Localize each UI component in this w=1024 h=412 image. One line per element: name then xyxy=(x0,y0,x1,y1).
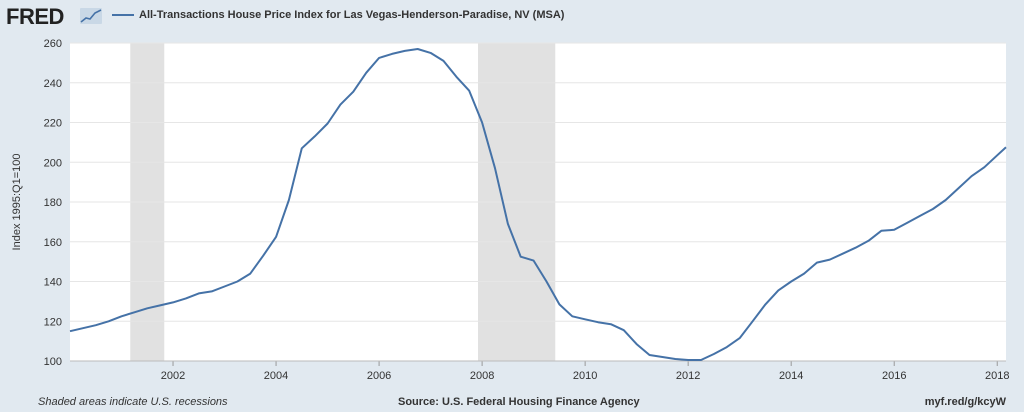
x-tick-label-2014: 2014 xyxy=(779,370,803,382)
x-tick-label-2010: 2010 xyxy=(573,370,597,382)
x-tick-label-2004: 2004 xyxy=(264,370,288,382)
x-tick-label-2016: 2016 xyxy=(882,370,906,382)
y-tick-label-260: 260 xyxy=(44,38,62,50)
chart-legend: All-Transactions House Price Index for L… xyxy=(112,9,564,21)
fred-logo-graph-icon xyxy=(80,8,102,24)
y-axis-label: Index 1995:Q1=100 xyxy=(11,154,23,251)
x-tick-label-2002: 2002 xyxy=(161,370,185,382)
y-tick-label-220: 220 xyxy=(44,118,62,130)
source-credit: Source: U.S. Federal Housing Finance Age… xyxy=(398,396,640,408)
x-tick-label-2018: 2018 xyxy=(985,370,1009,382)
x-tick-label-2012: 2012 xyxy=(676,370,700,382)
chart-footer: Shaded areas indicate U.S. recessions So… xyxy=(0,394,1024,412)
y-tick-label-240: 240 xyxy=(44,78,62,90)
y-tick-label-200: 200 xyxy=(44,157,62,169)
x-tick-label-2006: 2006 xyxy=(367,370,391,382)
fred-logo[interactable]: FRED xyxy=(6,4,64,29)
y-tick-label-140: 140 xyxy=(44,277,62,289)
legend-line-swatch xyxy=(112,14,134,16)
y-tick-label-100: 100 xyxy=(44,356,62,368)
series-line-0 xyxy=(69,48,1007,361)
y-tick-label-160: 160 xyxy=(44,237,62,249)
legend-series-label: All-Transactions House Price Index for L… xyxy=(139,9,565,21)
line-chart[interactable]: 100 120 140 160 180 200 220 240 260 2002 2004 2006 2… xyxy=(0,0,1024,394)
y-tick-label-120: 120 xyxy=(44,316,62,328)
y-tick-label-180: 180 xyxy=(44,197,62,209)
short-link[interactable]: myf.red/g/kcyW xyxy=(924,396,1006,408)
recession-note: Shaded areas indicate U.S. recessions xyxy=(38,396,228,408)
chart-header: FRED All-Transactions House Price Index … xyxy=(0,0,1024,34)
x-tick-label-2008: 2008 xyxy=(470,370,494,382)
